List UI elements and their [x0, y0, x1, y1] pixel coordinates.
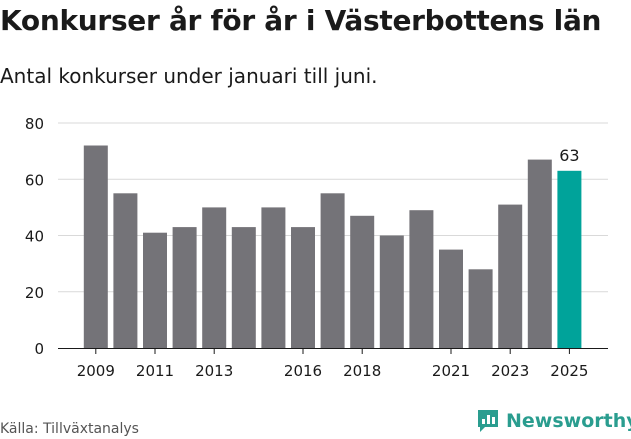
- bar: [291, 227, 315, 348]
- x-tick-label: 2009: [77, 362, 115, 380]
- x-tick-label: 2023: [491, 362, 529, 380]
- brand-logo: Newsworthy: [476, 408, 631, 434]
- y-tick-label: 80: [25, 115, 44, 133]
- x-tick-label: 2013: [195, 362, 233, 380]
- bar: [261, 207, 286, 348]
- bar: [202, 207, 227, 348]
- bar: [379, 235, 404, 348]
- bar: [350, 215, 375, 348]
- x-tick-label: 2021: [432, 362, 470, 380]
- bar: [468, 269, 493, 349]
- x-tick-label: 2016: [284, 362, 322, 380]
- y-tick-label: 0: [34, 340, 44, 358]
- bar: [439, 249, 463, 348]
- bar: [320, 193, 345, 348]
- chart-title: Konkurser år för år i Västerbottens län: [0, 4, 602, 37]
- brand-name: Newsworthy: [506, 410, 631, 432]
- bar: [172, 227, 197, 348]
- chart-subtitle: Antal konkurser under januari till juni.: [0, 64, 378, 88]
- x-tick-label: 2025: [550, 362, 588, 380]
- bar-highlight: [557, 170, 582, 348]
- y-tick-label: 60: [25, 171, 44, 189]
- bar: [231, 227, 256, 348]
- y-tick-label: 20: [25, 284, 44, 302]
- x-tick-label: 2018: [343, 362, 381, 380]
- bar: [113, 193, 138, 348]
- y-tick-label: 40: [25, 228, 44, 246]
- bar: [527, 159, 552, 348]
- x-tick-label: 2011: [136, 362, 174, 380]
- bar: [143, 232, 167, 348]
- newsworthy-chart-logo-icon: [478, 410, 498, 432]
- source-note: Källa: Tillväxtanalys: [0, 421, 139, 437]
- data-label: 63: [559, 146, 579, 165]
- bar: [409, 210, 434, 348]
- bar: [498, 204, 523, 348]
- bar: [83, 145, 108, 348]
